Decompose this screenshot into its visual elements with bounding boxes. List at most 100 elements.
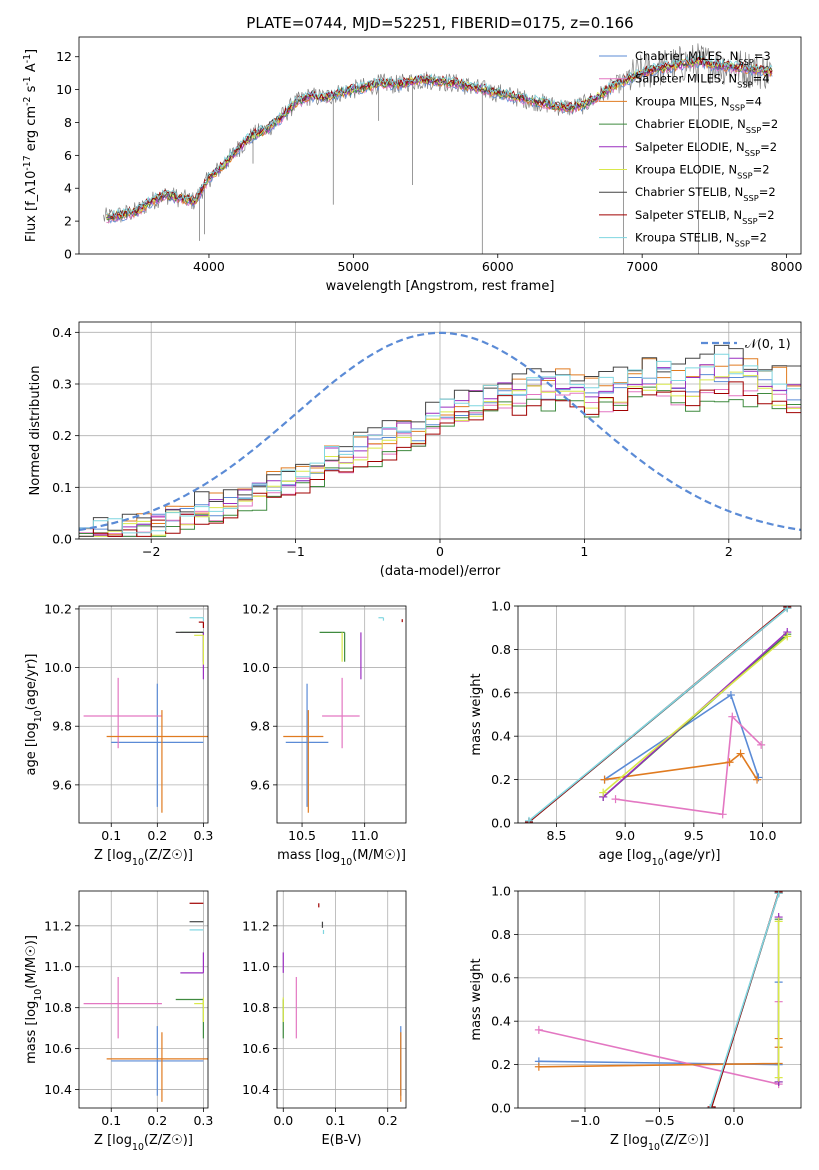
axes-frame	[276, 605, 407, 824]
y-axis-label: mass weight	[469, 673, 484, 755]
plot-area	[524, 606, 792, 823]
weight-marker	[736, 749, 745, 758]
weight-marker	[774, 1073, 783, 1082]
x-axis-label: mass [log10(M/M☉)]	[277, 848, 406, 868]
panel-weight_vs_Z: −1.0 −0.5 0.0 0.0 0.2 0.4 0.6 0.8 1.0 Z [log10(Z/…	[469, 884, 802, 1153]
y-tick-label: 0.2	[491, 1057, 511, 1072]
y-tick-label: 0.0	[491, 1101, 511, 1116]
y-tick-label: 0.8	[491, 927, 511, 942]
histogram-kroupa-stelib	[79, 353, 801, 534]
legend-label: Chabrier ELODIE, NSSP=2	[635, 117, 778, 135]
weight-marker	[718, 810, 727, 819]
weight-line-salpeter-miles	[615, 714, 762, 816]
y-axis-label: Flux [f_λ10-17 erg cm-2 s-1 A-1]	[22, 49, 40, 242]
panel-weight_vs_age: 8.5 9.0 9.5 10.0 0.0 0.2 0.4 0.6 0.8 1.0 age [log1…	[469, 599, 802, 868]
x-tick-label: 0.2	[147, 1113, 167, 1128]
legend-label: Salpeter MILES, NSSP=4	[635, 72, 770, 90]
y-tick-label: 0.6	[491, 685, 511, 700]
normal-curve	[79, 331, 801, 531]
y-tick-label: 0.2	[52, 428, 72, 443]
y-axis-label: Normed distribution	[28, 366, 43, 496]
legend-label: 𝒩(0, 1)	[745, 336, 791, 351]
y-axis-label: mass weight	[469, 958, 484, 1040]
y-tick-label: 0.4	[491, 729, 511, 744]
y-axis-label: age [log10(age/yr)]	[24, 654, 44, 776]
x-tick-label: −1.0	[570, 1113, 600, 1128]
y-tick-label: 4	[64, 181, 72, 196]
y-tick-label: 11.2	[242, 918, 270, 933]
x-tick-label: 8000	[771, 259, 803, 274]
weight-marker	[757, 740, 766, 749]
weight-marker	[783, 632, 792, 641]
weight-marker	[524, 816, 533, 823]
y-tick-label: 1.0	[491, 884, 511, 899]
x-axis-label: wavelength [Angstrom, rest frame]	[326, 279, 555, 294]
x-tick-label: 6000	[482, 259, 514, 274]
axes-frame	[517, 605, 802, 824]
x-tick-label: 10.5	[288, 828, 316, 843]
y-axis-label: mass [log10(M/M☉)]	[24, 935, 44, 1064]
x-tick-label: 11.0	[351, 828, 379, 843]
x-tick-label: 5000	[337, 259, 369, 274]
weight-line-kroupa-stelib	[528, 607, 788, 822]
x-tick-label: 8.5	[547, 828, 567, 843]
y-tick-label: 10.2	[242, 601, 270, 616]
axes-frame	[78, 890, 209, 1109]
weight-marker	[783, 606, 792, 613]
panel-spectrum: 4000 5000 6000 7000 8000 0 2 4 6 8 10 12 wavelength …	[22, 36, 803, 294]
x-tick-label: −2	[142, 544, 160, 559]
y-tick-label: 10.4	[44, 1082, 72, 1097]
weight-line-kroupa-miles	[604, 752, 758, 781]
x-tick-label: 0.1	[326, 1113, 346, 1128]
plot-area	[83, 617, 208, 813]
weight-marker	[725, 758, 734, 767]
y-tick-label: 10.4	[242, 1082, 270, 1097]
weight-marker	[728, 712, 737, 721]
axes-frame	[276, 890, 407, 1109]
x-axis-label: (data-model)/error	[380, 564, 501, 579]
x-tick-label: 0.1	[101, 828, 121, 843]
y-tick-label: 9.6	[52, 777, 72, 792]
y-tick-label: 10.0	[44, 660, 72, 675]
x-tick-label: 0.0	[724, 1113, 744, 1128]
legend-label: Kroupa STELIB, NSSP=2	[635, 231, 767, 249]
legend-label: Salpeter ELODIE, NSSP=2	[635, 140, 777, 158]
y-tick-label: 0.2	[491, 772, 511, 787]
panel-residuals: −2 −1 0 1 2 0.0 0.1 0.2 0.3 0.4 (data-model)/error…	[28, 321, 802, 579]
y-tick-label: 9.8	[52, 719, 72, 734]
x-tick-label: 9.0	[615, 828, 635, 843]
x-tick-label: 10.0	[749, 828, 777, 843]
legend-label: Kroupa MILES, NSSP=4	[635, 94, 762, 112]
x-tick-label: 0.0	[273, 1113, 293, 1128]
y-tick-label: 9.8	[250, 719, 270, 734]
weight-marker	[774, 891, 783, 898]
histogram-salpeter-stelib	[79, 381, 801, 537]
x-tick-label: −0.5	[644, 1113, 674, 1128]
x-tick-label: 0.1	[101, 1113, 121, 1128]
x-tick-label: 4000	[193, 259, 225, 274]
x-tick-label: 7000	[626, 259, 658, 274]
y-tick-label: 0	[64, 247, 72, 262]
model-line-salpeter-elodie	[106, 57, 773, 221]
plot-area	[103, 43, 773, 254]
weight-marker	[774, 917, 783, 926]
y-tick-label: 0.4	[491, 1014, 511, 1029]
x-tick-label: 2	[725, 544, 733, 559]
x-tick-label: 0.2	[147, 828, 167, 843]
weight-line-kroupa-elodie	[602, 635, 788, 794]
y-tick-label: 0.8	[491, 642, 511, 657]
y-tick-label: 11.0	[44, 959, 72, 974]
weight-marker	[534, 1062, 543, 1071]
y-tick-label: 11.2	[44, 918, 72, 933]
x-axis-label: Z [log10(Z/Z☉)]	[94, 1133, 193, 1153]
y-tick-label: 10.6	[242, 1041, 270, 1056]
plot-area	[83, 902, 208, 1102]
y-tick-label: 10.6	[44, 1041, 72, 1056]
y-tick-label: 12	[56, 49, 72, 64]
plot-area	[534, 891, 783, 1108]
y-tick-label: 9.6	[250, 777, 270, 792]
x-axis-label: E(B-V)	[321, 1133, 361, 1148]
y-tick-label: 0.3	[52, 377, 72, 392]
panel-age_vs_mass: 10.5 11.0 9.6 9.8 10.0 10.2 mass [log10(M/M☉)]	[242, 601, 407, 868]
plot-area	[282, 903, 402, 1102]
